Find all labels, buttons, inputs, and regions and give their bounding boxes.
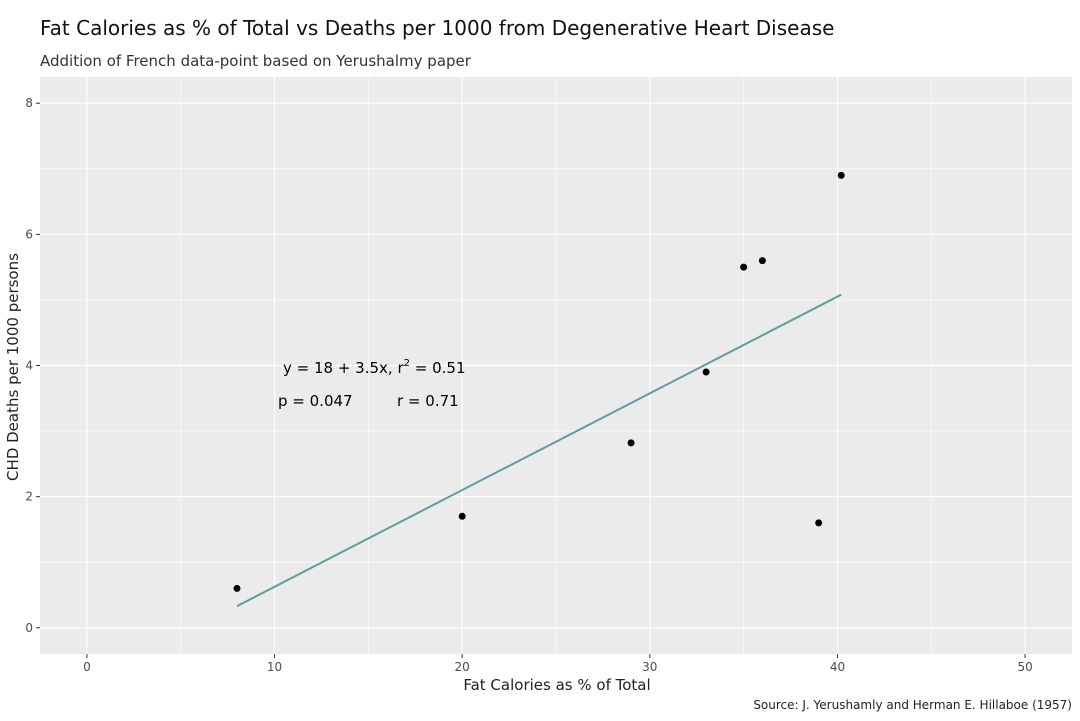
data-points (233, 171, 845, 592)
x-tick-label: 30 (642, 660, 657, 674)
source-caption: Source: J. Yerushamly and Herman E. Hill… (753, 698, 1072, 712)
x-tick-label: 10 (267, 660, 282, 674)
y-tick-label: 6 (25, 227, 33, 241)
data-point (815, 519, 823, 527)
data-point (758, 257, 766, 265)
y-tick-label: 8 (25, 96, 33, 110)
data-point (233, 584, 241, 592)
y-tick-label: 2 (25, 490, 33, 504)
p-value-label: p = 0.047 (278, 392, 353, 410)
x-tick-label: 0 (83, 660, 91, 674)
data-point (837, 171, 845, 179)
x-tick-label: 20 (455, 660, 470, 674)
data-point (458, 512, 466, 520)
data-point (627, 439, 635, 447)
equation-suffix: = 0.51 (410, 359, 466, 377)
y-tick-label: 4 (25, 359, 33, 373)
x-tick-label: 40 (830, 660, 845, 674)
data-point (702, 368, 710, 376)
data-point (740, 263, 748, 271)
regression-line (236, 293, 842, 608)
x-tick-label: 50 (1017, 660, 1032, 674)
axis-ticks: 0 10 20 30 40 50 0 2 4 6 8 (25, 96, 1032, 674)
grid-lines (40, 77, 1072, 654)
regression-line-group (236, 293, 842, 608)
chart-subtitle: Addition of French data-point based on Y… (40, 52, 471, 70)
r-value-label: r = 0.71 (397, 392, 459, 410)
x-axis-title: Fat Calories as % of Total (463, 676, 650, 694)
chart-title: Fat Calories as % of Total vs Deaths per… (40, 16, 835, 40)
y-tick-label: 0 (25, 621, 33, 635)
equation-prefix: y = 18 + 3.5x, r (283, 359, 404, 377)
y-axis-title: CHD Deaths per 1000 persons (4, 253, 22, 481)
equation-superscript: 2 (404, 358, 410, 369)
regression-equation: y = 18 + 3.5x, r2 = 0.51 (283, 358, 466, 377)
